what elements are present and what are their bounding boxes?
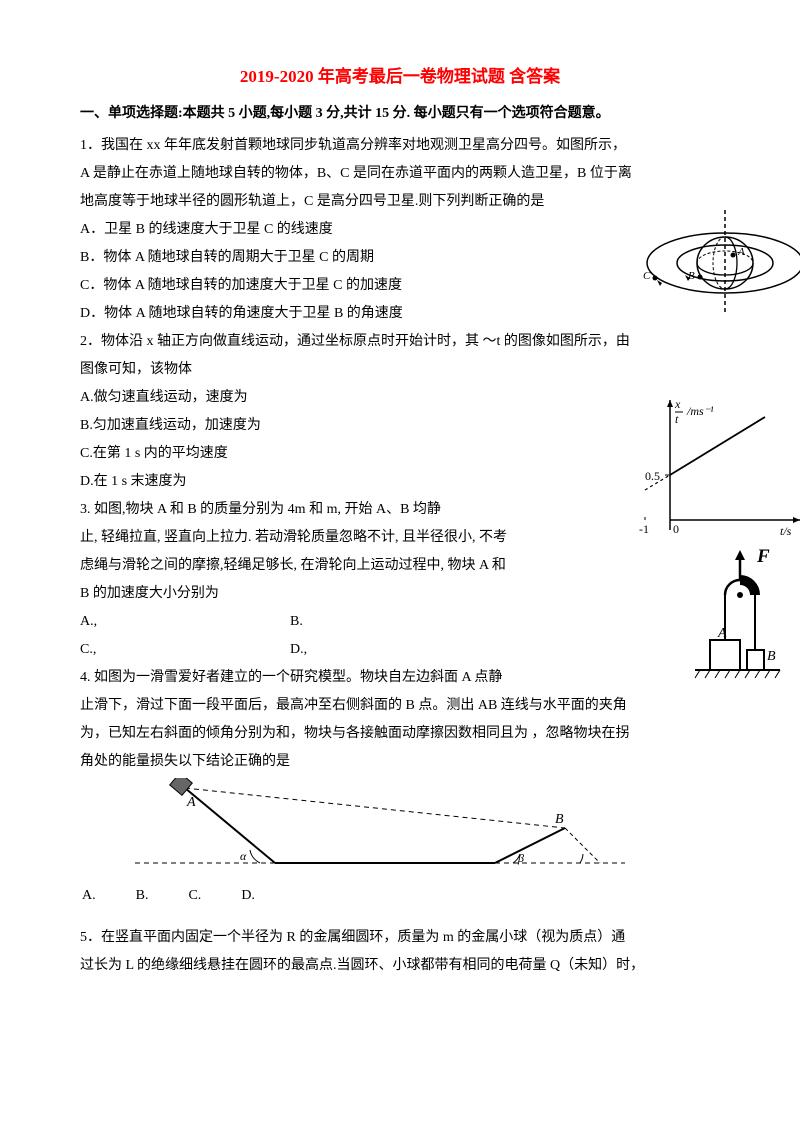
svg-text:C: C <box>643 270 651 282</box>
svg-text:A: A <box>737 246 745 258</box>
q3-line4: B 的加速度大小分别为 <box>80 580 600 608</box>
q1-line2: A 是静止在赤道上随地球自转的物体，B、C 是同在赤道平面内的两颗人造卫星，B … <box>80 160 720 188</box>
q4-line2: 止滑下，滑过下面一段平面后，最高冲至右侧斜面的 B 点。测出 AB 连线与水平面… <box>80 692 720 720</box>
q1-optB: B．物体 A 随地球自转的周期大于卫星 C 的周期 <box>80 244 720 272</box>
q1-optA: A．卫星 B 的线速度大于卫星 C 的线速度 <box>80 216 720 244</box>
svg-text:α: α <box>240 849 247 863</box>
svg-text:0.5: 0.5 <box>645 469 660 483</box>
question-5: 5．在竖直平面内固定一个半径为 R 的金属细圆环，质量为 m 的金属小球（视为质… <box>80 924 720 980</box>
q1-line3: 地高度等于地球半径的圆形轨道上，C 是高分四号卫星.则下列判断正确的是 <box>80 188 720 216</box>
q3-line3: 虑绳与滑轮之间的摩擦,轻绳足够长, 在滑轮向上运动过程中, 物块 A 和 <box>80 552 600 580</box>
q4-line1: 4. 如图为一滑雪爱好者建立的一个研究模型。物块自左边斜面 A 点静 <box>80 664 720 692</box>
svg-text:A: A <box>717 626 727 641</box>
q4-line3: 为，已知左右斜面的倾角分别为和，物块与各接触面动摩擦因数相同且为 ，忽略物块在拐 <box>80 720 720 748</box>
svg-text:B: B <box>555 812 564 827</box>
svg-text:t/s: t/s <box>780 524 792 538</box>
q3-line1: 3. 如图,物块 A 和 B 的质量分别为 4m 和 m, 开始 A、B 均静 <box>80 496 600 524</box>
q1-optD: D．物体 A 随地球自转的角速度大于卫星 B 的角速度 <box>80 300 720 328</box>
question-4: 4. 如图为一滑雪爱好者建立的一个研究模型。物块自左边斜面 A 点静 止滑下，滑… <box>80 664 720 776</box>
svg-text:B: B <box>688 270 695 282</box>
section-header: 一、单项选择题:本题共 5 小题,每小题 3 分,共计 15 分. 每小题只有一… <box>80 100 720 128</box>
q3-row1: A.,B. <box>80 608 600 636</box>
q3-row2: C.,D., <box>80 636 600 664</box>
question-1: 1．我国在 xx 年年底发射首颗地球同步轨道高分辨率对地观测卫星高分四号。如图所… <box>80 132 720 328</box>
svg-text:B: B <box>767 649 776 664</box>
q1-optC: C．物体 A 随地球自转的加速度大于卫星 C 的加速度 <box>80 272 720 300</box>
figure-orbit: A B C <box>640 205 800 320</box>
question-3: 3. 如图,物块 A 和 B 的质量分别为 4m 和 m, 开始 A、B 均静 … <box>80 496 720 664</box>
svg-text:t: t <box>675 412 679 426</box>
svg-text:A: A <box>186 795 196 810</box>
q1-line1: 1．我国在 xx 年年底发射首颗地球同步轨道高分辨率对地观测卫星高分四号。如图所… <box>80 132 720 160</box>
q5-line2: 过长为 L 的绝缘细线悬挂在圆环的最高点.当圆环、小球都带有相同的电荷量 Q（未… <box>80 952 720 980</box>
svg-text:/ms⁻¹: /ms⁻¹ <box>686 404 714 418</box>
figure-incline: A B α β <box>115 778 645 878</box>
q2-line1: 2．物体沿 x 轴正方向做直线运动，通过坐标原点时开始计时，其 ～t 的图像如图… <box>80 328 720 356</box>
q4-opts: A.B.C.D. <box>82 882 720 910</box>
svg-text:β: β <box>517 851 524 865</box>
svg-text:x: x <box>674 397 681 411</box>
svg-text:F: F <box>756 546 770 567</box>
q5-line1: 5．在竖直平面内固定一个半径为 R 的金属细圆环，质量为 m 的金属小球（视为质… <box>80 924 720 952</box>
q2-line2: 图像可知，该物体 <box>80 356 720 384</box>
page-title: 2019-2020 年高考最后一卷物理试题 含答案 <box>80 60 720 94</box>
q4-line4: 角处的能量损失以下结论正确的是 <box>80 748 720 776</box>
q3-line2: 止, 轻绳拉直, 竖直向上拉力. 若动滑轮质量忽略不计, 且半径很小, 不考 <box>80 524 600 552</box>
